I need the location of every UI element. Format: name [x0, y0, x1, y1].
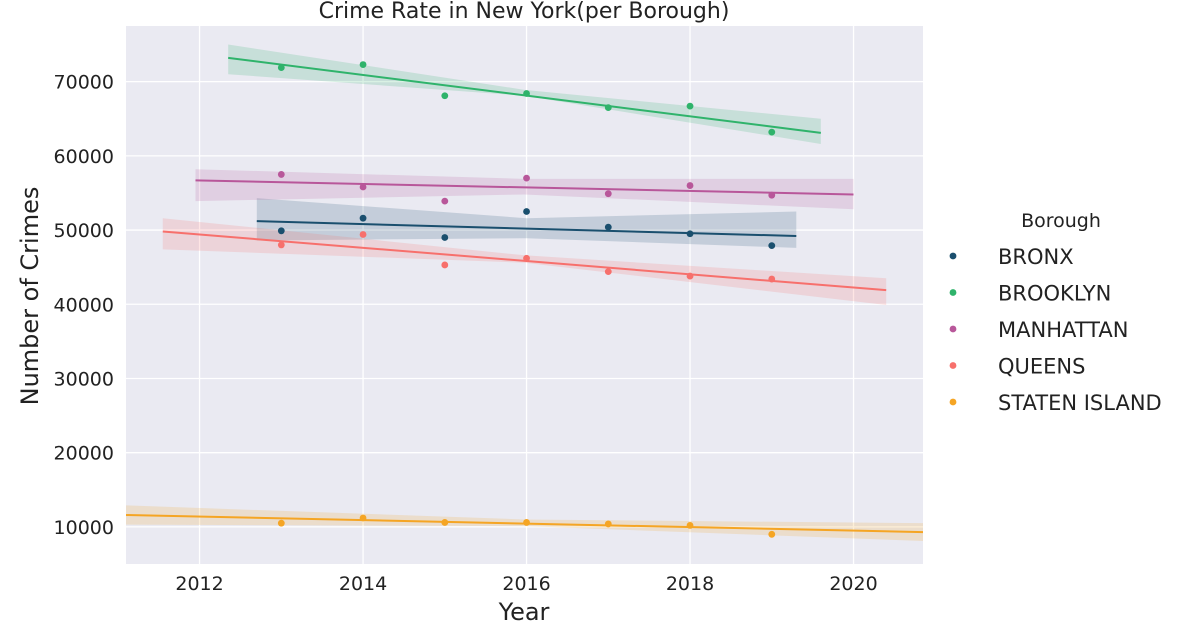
bronx-point	[441, 234, 449, 241]
queens-point	[523, 254, 530, 262]
staten-island-point	[768, 530, 776, 538]
manhattan-confidence-band	[195, 169, 854, 210]
staten-island-point	[686, 522, 694, 529]
x-tick-label: 2012	[175, 573, 223, 595]
brooklyn-point	[277, 64, 285, 71]
legend-marker-manhattan	[949, 325, 957, 333]
y-tick-label: 50000	[54, 220, 114, 242]
y-tick-label: 60000	[54, 146, 114, 168]
y-tick-label: 20000	[54, 443, 114, 465]
queens-point	[686, 272, 694, 280]
legend: Borough BRONX BROOKLYN MANHATTAN QUEENS STAT…	[949, 210, 1162, 415]
y-tick-label: 70000	[54, 72, 114, 94]
legend-marker-staten-island	[949, 398, 957, 406]
brooklyn-point	[523, 90, 530, 97]
queens-point	[441, 261, 449, 269]
manhattan-point	[359, 183, 367, 191]
legend-label-queens: QUEENS	[998, 355, 1085, 379]
manhattan-point	[277, 171, 285, 178]
brooklyn-point	[686, 102, 694, 110]
chart-title: Crime Rate in New York(per Borough)	[319, 0, 730, 24]
bronx-point	[523, 208, 530, 215]
brooklyn-point	[359, 61, 367, 68]
x-tick-label: 2016	[502, 573, 550, 595]
manhattan-point	[768, 191, 776, 199]
staten-island-point	[604, 520, 612, 528]
manhattan-point	[441, 197, 449, 205]
bronx-point	[768, 242, 776, 250]
y-tick-label: 40000	[54, 294, 114, 316]
manhattan-trend-line	[195, 179, 854, 196]
manhattan-point	[604, 190, 612, 198]
bronx-point	[604, 223, 612, 231]
y-tick-label: 10000	[54, 517, 114, 539]
legend-label-brooklyn: BROOKLYN	[998, 282, 1111, 306]
plot-background	[126, 26, 923, 564]
queens-point	[604, 268, 612, 276]
brooklyn-point	[768, 128, 776, 136]
manhattan-point	[523, 174, 530, 182]
staten-island-point	[359, 514, 367, 522]
brooklyn-point	[604, 104, 612, 112]
y-tick-labels: 10000 20000 30000 40000 50000 60000 70000	[54, 72, 114, 539]
bronx-point	[277, 227, 285, 235]
x-tick-label: 2014	[339, 573, 387, 595]
x-tick-label: 2020	[829, 573, 877, 595]
x-axis-label: Year	[498, 598, 550, 626]
staten-island-point	[441, 519, 449, 526]
bronx-trend-line	[256, 220, 797, 238]
brooklyn-point	[441, 92, 449, 100]
queens-point	[277, 241, 285, 249]
legend-marker-brooklyn	[949, 289, 957, 296]
grid	[126, 26, 923, 564]
queens-point	[768, 275, 776, 283]
bronx-point	[359, 214, 367, 222]
y-axis-label: Number of Crimes	[16, 187, 44, 406]
legend-label-staten-island: STATEN ISLAND	[998, 391, 1162, 415]
data-points	[277, 61, 776, 538]
y-tick-label: 30000	[54, 368, 114, 390]
queens-point	[359, 231, 367, 238]
legend-label-bronx: BRONX	[998, 245, 1074, 269]
legend-title: Borough	[1021, 210, 1101, 232]
manhattan-point	[686, 182, 694, 189]
x-tick-label: 2018	[666, 573, 714, 595]
bronx-confidence-band	[256, 198, 797, 248]
staten-island-point	[277, 519, 285, 527]
legend-marker-bronx	[949, 252, 957, 260]
legend-marker-queens	[949, 362, 957, 369]
legend-label-manhattan: MANHATTAN	[998, 318, 1128, 342]
bronx-point	[686, 230, 694, 238]
staten-island-point	[523, 519, 530, 526]
x-tick-labels: 2012 2014 2016 2018 2020	[175, 573, 877, 595]
